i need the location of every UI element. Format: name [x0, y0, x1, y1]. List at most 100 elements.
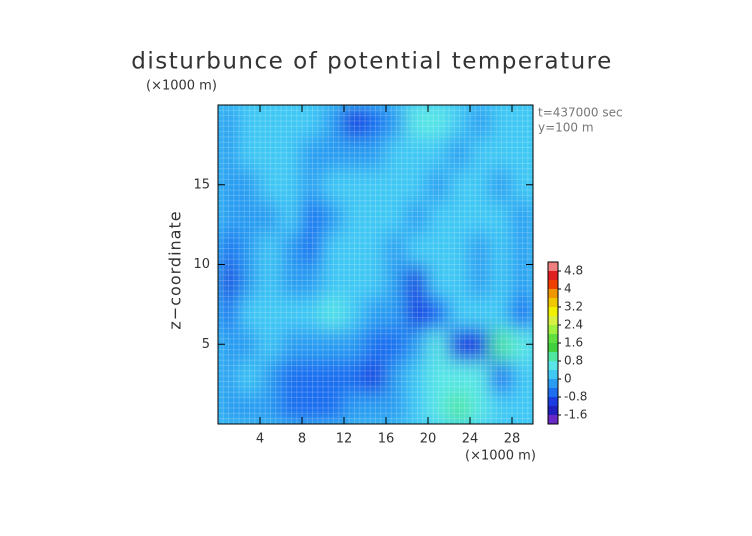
chart-title: disturbunce of potential temperature [131, 49, 613, 75]
field-cell [406, 359, 429, 394]
field-cell [406, 327, 429, 362]
field-cell [238, 263, 261, 298]
field-cell [364, 359, 387, 394]
field-cell [343, 135, 366, 170]
field-cell [364, 327, 387, 362]
colorbar-band [548, 262, 558, 271]
field-cell [218, 263, 240, 298]
field-cell [364, 199, 387, 234]
field-cell [364, 105, 387, 138]
field-cell [385, 391, 408, 424]
colorbar-band [548, 280, 558, 289]
field-cell [322, 231, 345, 266]
colorbar-band [548, 370, 558, 379]
field-cell [511, 199, 533, 234]
field-cell [469, 391, 492, 424]
field-cell [469, 327, 492, 362]
field-cell [238, 359, 261, 394]
field-cell [301, 231, 324, 266]
field-cell [238, 135, 261, 170]
field-cell [406, 231, 429, 266]
field-cell [259, 167, 282, 202]
field-cell [280, 327, 303, 362]
colorbar-band [548, 271, 558, 280]
colorbar-band [548, 289, 558, 298]
field-cell [511, 135, 533, 170]
y-axis-label: z−coordinate [166, 210, 185, 329]
colorbar-band [548, 316, 558, 325]
field-cells [218, 105, 533, 424]
field-cell [469, 263, 492, 298]
field-cell [259, 327, 282, 362]
colorbar-tick-label: -0.8 [564, 390, 587, 404]
colorbar-band [548, 406, 558, 415]
field-cell [385, 231, 408, 266]
field-cell [448, 135, 471, 170]
field-cell [406, 263, 429, 298]
field-cell [343, 199, 366, 234]
colorbar-band [548, 325, 558, 334]
x-tick-label: 20 [420, 432, 437, 447]
colorbar-band [548, 379, 558, 388]
field-cell [448, 263, 471, 298]
colorbar-tick-label: -1.6 [564, 408, 587, 422]
field-cell [218, 295, 240, 330]
field-cell [259, 263, 282, 298]
field-cell [511, 167, 533, 202]
field-cell [385, 135, 408, 170]
field-cell [385, 199, 408, 234]
field-cell [406, 135, 429, 170]
field-cell [343, 295, 366, 330]
field-cell [259, 231, 282, 266]
field-cell [406, 167, 429, 202]
field-cell [301, 359, 324, 394]
field-cell [259, 359, 282, 394]
field-cell [448, 105, 471, 138]
field-cell [385, 263, 408, 298]
colorbar-band [548, 361, 558, 370]
field-cell [218, 105, 240, 138]
x-tick-label: 28 [504, 432, 521, 447]
field-cell [427, 359, 450, 394]
field-cell [322, 105, 345, 138]
field-cell [511, 359, 533, 394]
field-cell [469, 231, 492, 266]
field-cell [280, 359, 303, 394]
field-cell [427, 105, 450, 138]
field-cell [301, 263, 324, 298]
field-cell [490, 295, 513, 330]
field-cell [218, 359, 240, 394]
field-cell [343, 327, 366, 362]
field-cell [218, 167, 240, 202]
field-cell [364, 231, 387, 266]
field-cell [238, 295, 261, 330]
field-cell [218, 391, 240, 424]
field-cell [364, 295, 387, 330]
colorbar-band [548, 397, 558, 406]
field-cell [238, 391, 261, 424]
field-cell [385, 105, 408, 138]
field-cell [427, 135, 450, 170]
field-cell [511, 263, 533, 298]
field-cell [280, 105, 303, 138]
field-cell [490, 105, 513, 138]
field-cell [259, 295, 282, 330]
field-cell [511, 327, 533, 362]
colorbar-tick-label: 3.2 [564, 300, 583, 314]
field-cell [490, 263, 513, 298]
field-cell [322, 135, 345, 170]
field-cell [406, 105, 429, 138]
field-cell [280, 167, 303, 202]
colorbar-band [548, 343, 558, 352]
field-cell [490, 359, 513, 394]
field-cell [385, 359, 408, 394]
field-cell [238, 167, 261, 202]
field-cell [469, 359, 492, 394]
field [218, 105, 533, 424]
field-cell [322, 295, 345, 330]
field-cell [218, 135, 240, 170]
colorbar-tick-label: 4.8 [564, 264, 583, 278]
field-cell [490, 231, 513, 266]
field-cell [490, 167, 513, 202]
field-cell [385, 167, 408, 202]
